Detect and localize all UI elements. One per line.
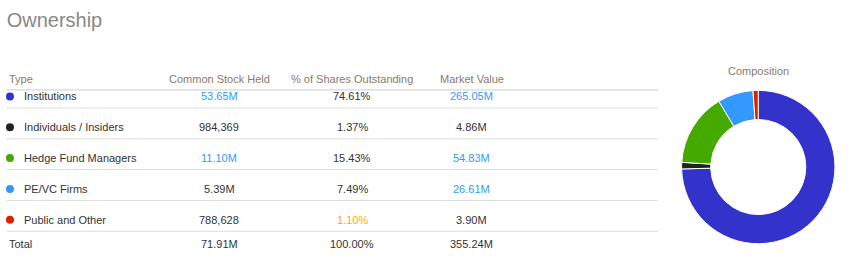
svg-text:788,628: 788,628 [199, 214, 239, 226]
svg-text:% of Shares Outstanding: % of Shares Outstanding [291, 73, 413, 85]
svg-text:1.10%: 1.10% [337, 214, 368, 226]
svg-text:5.39M: 5.39M [204, 183, 235, 195]
svg-text:7.49%: 7.49% [337, 183, 368, 195]
svg-text:4.86M: 4.86M [456, 121, 487, 133]
svg-text:3.90M: 3.90M [456, 214, 487, 226]
svg-text:Composition: Composition [728, 65, 789, 77]
svg-text:11.10M: 11.10M [201, 152, 237, 164]
svg-text:355.24M: 355.24M [450, 238, 493, 250]
svg-text:Market Value: Market Value [440, 73, 504, 85]
svg-text:Ownership: Ownership [7, 9, 103, 31]
svg-text:71.91M: 71.91M [201, 238, 238, 250]
svg-text:26.61M: 26.61M [453, 183, 490, 195]
svg-text:Type: Type [9, 73, 33, 85]
svg-text:265.05M: 265.05M [450, 90, 493, 102]
svg-text:Total: Total [9, 238, 32, 250]
svg-text:100.00%: 100.00% [330, 238, 374, 250]
svg-text:Common Stock Held: Common Stock Held [169, 73, 270, 85]
svg-text:54.83M: 54.83M [453, 152, 490, 164]
svg-text:984,369: 984,369 [199, 121, 239, 133]
svg-text:74.61%: 74.61% [333, 90, 371, 102]
svg-text:Hedge Fund Managers: Hedge Fund Managers [24, 152, 137, 164]
svg-text:1.37%: 1.37% [337, 121, 368, 133]
svg-text:15.43%: 15.43% [333, 152, 371, 164]
svg-text:Individuals / Insiders: Individuals / Insiders [24, 121, 124, 133]
svg-text:Public and Other: Public and Other [24, 214, 106, 226]
svg-text:53.65M: 53.65M [201, 90, 238, 102]
svg-text:Institutions: Institutions [24, 90, 77, 102]
svg-text:PE/VC Firms: PE/VC Firms [24, 183, 88, 195]
